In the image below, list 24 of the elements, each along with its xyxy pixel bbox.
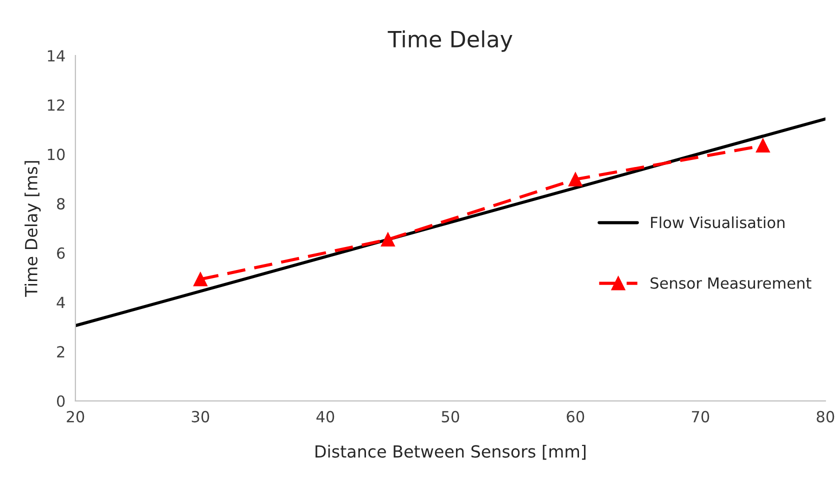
x-tick-label: 40 <box>316 410 334 422</box>
x-tick-label: 20 <box>66 410 84 422</box>
point <box>380 232 395 247</box>
point <box>756 138 770 153</box>
y-tick-label: 12 <box>48 99 64 111</box>
legend-label: Sensor Measurement <box>650 277 812 289</box>
chart-title: Time Delay <box>388 30 512 52</box>
x-tick-label: 70 <box>692 410 710 422</box>
y-tick-label: 10 <box>48 148 65 160</box>
y-tick-label: 2 <box>57 346 64 358</box>
y-tick-label: 4 <box>56 296 65 308</box>
x-axis-title: Distance Between Sensors [mm] <box>316 444 586 460</box>
x-tick-label: 60 <box>566 410 584 422</box>
y-tick-label: 14 <box>48 50 65 62</box>
x-tick-label: 30 <box>192 410 210 422</box>
point <box>568 172 582 186</box>
x-tick-label: 80 <box>816 410 834 422</box>
y-tick-label: 8 <box>57 198 65 210</box>
y-tick-label: 6 <box>57 247 65 259</box>
y-axis-title: Time Delay [ms] <box>24 161 41 297</box>
y-tick-label: 0 <box>56 395 65 407</box>
legend-label: Flow Visualisation <box>651 216 784 228</box>
x-tick-label: 50 <box>442 410 460 422</box>
point <box>193 272 208 286</box>
